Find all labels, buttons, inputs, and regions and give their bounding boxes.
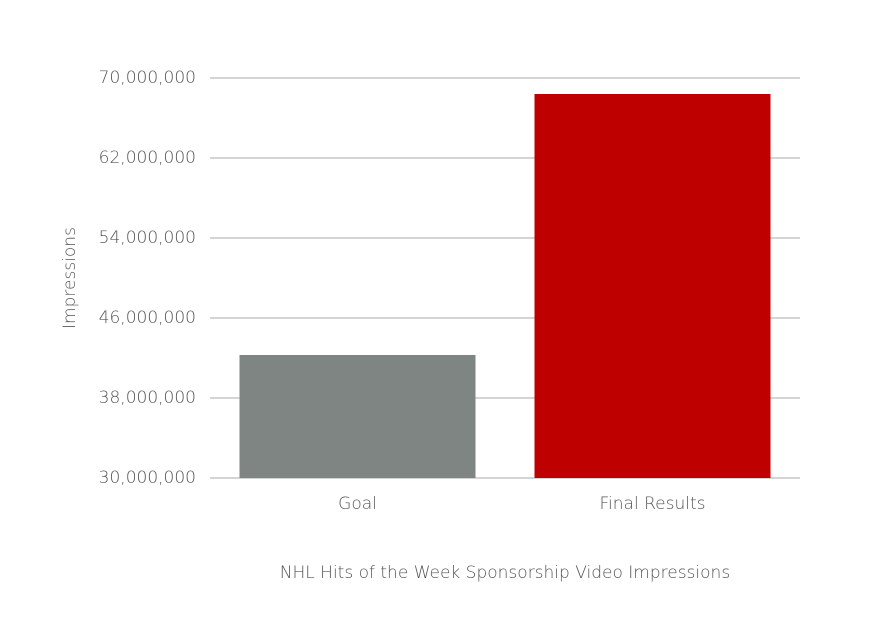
y-axis-label: Impressions <box>60 227 80 329</box>
y-tick-label: 30,000,000 <box>99 468 196 488</box>
y-tick-label: 62,000,000 <box>99 148 196 168</box>
x-tick-label: Final Results <box>600 494 706 514</box>
x-tick-label: Goal <box>338 494 377 514</box>
x-axis-label: NHL Hits of the Week Sponsorship Video I… <box>280 563 730 583</box>
bar <box>534 94 771 478</box>
y-tick-label: 38,000,000 <box>99 388 196 408</box>
y-tick-label: 54,000,000 <box>99 228 196 248</box>
y-tick-label: 46,000,000 <box>99 308 196 328</box>
y-tick-label: 70,000,000 <box>99 68 196 88</box>
bar <box>239 355 476 478</box>
